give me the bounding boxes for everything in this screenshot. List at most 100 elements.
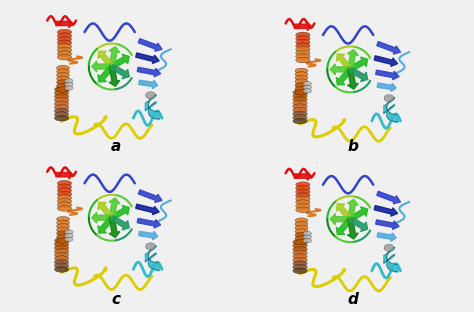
Polygon shape [109, 66, 120, 86]
Polygon shape [347, 69, 358, 89]
Polygon shape [347, 199, 358, 220]
Ellipse shape [295, 68, 308, 74]
Polygon shape [377, 191, 401, 204]
Ellipse shape [55, 259, 69, 265]
Ellipse shape [293, 97, 307, 102]
Ellipse shape [293, 90, 307, 95]
Ellipse shape [293, 115, 307, 120]
Polygon shape [337, 217, 352, 235]
Ellipse shape [295, 239, 308, 245]
Text: c: c [112, 292, 120, 307]
Polygon shape [139, 232, 158, 240]
Polygon shape [347, 50, 358, 70]
Text: d: d [348, 292, 358, 307]
Ellipse shape [57, 206, 72, 211]
Ellipse shape [295, 86, 308, 91]
Ellipse shape [295, 218, 308, 223]
Ellipse shape [295, 225, 308, 231]
Polygon shape [109, 217, 120, 237]
Ellipse shape [57, 54, 72, 60]
Polygon shape [98, 202, 114, 219]
Ellipse shape [293, 246, 307, 252]
Ellipse shape [293, 118, 307, 124]
Ellipse shape [57, 184, 72, 190]
Polygon shape [377, 233, 396, 241]
Ellipse shape [295, 232, 308, 238]
Ellipse shape [295, 79, 308, 84]
Ellipse shape [293, 254, 307, 259]
Polygon shape [98, 65, 114, 82]
Text: b: b [348, 139, 358, 154]
Polygon shape [136, 53, 159, 64]
Ellipse shape [55, 252, 69, 258]
Ellipse shape [296, 196, 310, 202]
Ellipse shape [295, 75, 308, 81]
Ellipse shape [293, 261, 307, 266]
Ellipse shape [57, 29, 72, 35]
Ellipse shape [55, 249, 69, 254]
Polygon shape [56, 170, 73, 179]
Polygon shape [330, 64, 350, 75]
Polygon shape [92, 61, 112, 72]
Ellipse shape [296, 32, 310, 38]
Ellipse shape [55, 112, 69, 117]
Ellipse shape [303, 85, 311, 90]
Ellipse shape [56, 76, 70, 81]
Polygon shape [337, 204, 352, 221]
Ellipse shape [295, 82, 308, 88]
Ellipse shape [293, 239, 307, 245]
Ellipse shape [55, 87, 69, 92]
Polygon shape [377, 41, 401, 54]
Ellipse shape [303, 235, 311, 239]
Polygon shape [110, 216, 129, 230]
Polygon shape [349, 57, 368, 71]
Ellipse shape [55, 94, 69, 100]
Polygon shape [347, 219, 358, 239]
Ellipse shape [296, 57, 310, 63]
Ellipse shape [55, 245, 69, 251]
Ellipse shape [303, 81, 311, 86]
Ellipse shape [56, 83, 70, 89]
Polygon shape [294, 22, 311, 31]
Ellipse shape [296, 189, 310, 195]
Polygon shape [109, 198, 120, 218]
Ellipse shape [296, 207, 310, 213]
Text: a: a [111, 139, 121, 154]
Polygon shape [376, 70, 399, 80]
Ellipse shape [56, 217, 70, 222]
Ellipse shape [57, 44, 72, 49]
Polygon shape [110, 64, 129, 79]
Ellipse shape [56, 65, 70, 71]
Ellipse shape [55, 266, 69, 272]
Polygon shape [136, 204, 159, 215]
Polygon shape [294, 172, 311, 180]
Polygon shape [110, 54, 129, 69]
Ellipse shape [293, 104, 307, 110]
Ellipse shape [295, 90, 308, 95]
Polygon shape [139, 80, 158, 89]
Ellipse shape [64, 233, 73, 238]
Ellipse shape [56, 72, 70, 78]
Ellipse shape [56, 231, 70, 236]
Ellipse shape [64, 79, 73, 83]
Ellipse shape [146, 243, 155, 250]
Ellipse shape [64, 237, 73, 241]
Ellipse shape [57, 33, 72, 39]
Ellipse shape [56, 227, 70, 233]
Ellipse shape [57, 180, 72, 186]
Polygon shape [377, 83, 396, 92]
Ellipse shape [55, 238, 69, 244]
Polygon shape [374, 206, 398, 216]
Ellipse shape [56, 234, 70, 240]
Ellipse shape [303, 232, 311, 236]
Polygon shape [98, 216, 114, 233]
Ellipse shape [295, 236, 308, 241]
Polygon shape [98, 51, 114, 68]
Ellipse shape [295, 222, 308, 227]
Ellipse shape [57, 202, 72, 208]
Ellipse shape [303, 89, 311, 93]
Polygon shape [349, 67, 368, 82]
Ellipse shape [55, 90, 69, 96]
Ellipse shape [57, 37, 72, 42]
Ellipse shape [296, 203, 310, 209]
